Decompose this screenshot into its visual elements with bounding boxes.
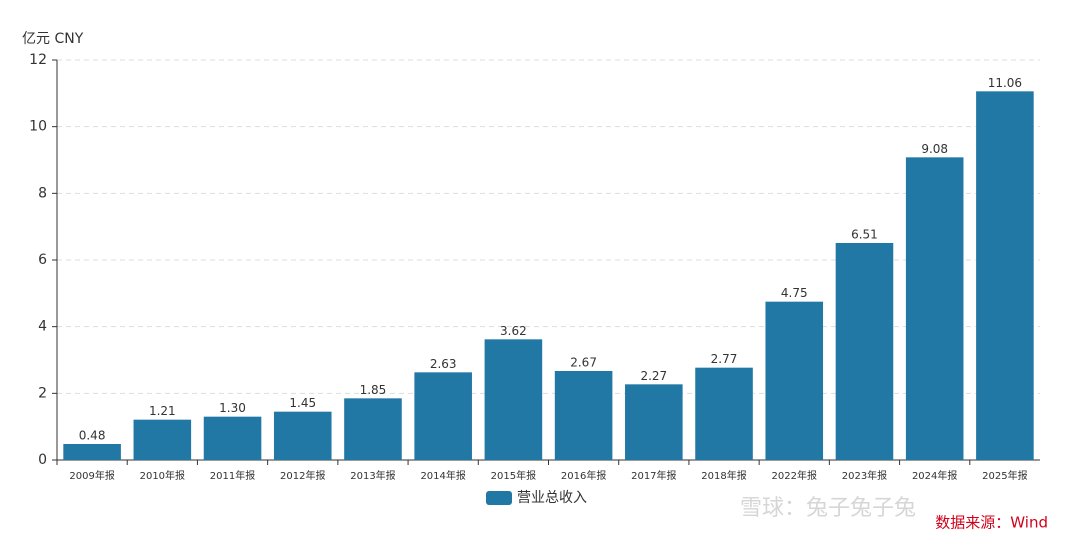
value-label: 0.48: [79, 429, 106, 443]
value-label: 9.08: [921, 142, 948, 156]
bar: [484, 339, 543, 460]
watermark: 雪球：兔子兔子兔: [740, 496, 916, 521]
value-label: 3.62: [500, 324, 527, 338]
bar: [625, 384, 683, 460]
value-label: 1.45: [289, 396, 316, 410]
value-label: 4.75: [781, 286, 808, 300]
x-tick-label: 2017年报: [631, 469, 676, 482]
bar: [63, 444, 121, 460]
bar: [835, 243, 894, 460]
value-label: 2.63: [430, 357, 457, 371]
x-tick-label: 2016年报: [561, 469, 606, 482]
x-tick-label: 2022年报: [772, 469, 817, 482]
x-tick-label: 2013年报: [350, 469, 395, 482]
bar: [414, 372, 472, 460]
x-tick-label: 2024年报: [912, 469, 957, 482]
y-tick-label: 0: [38, 452, 47, 468]
value-label: 11.06: [988, 76, 1022, 90]
x-tick-label: 2023年报: [842, 469, 887, 482]
y-tick-label: 12: [29, 52, 47, 68]
x-tick-label: 2018年报: [701, 469, 746, 482]
x-tick-label: 2011年报: [210, 469, 255, 482]
bar: [273, 411, 332, 460]
x-tick-label: 2014年报: [420, 469, 465, 482]
bar: [554, 371, 613, 460]
value-label: 1.21: [149, 404, 176, 418]
x-tick-label: 2009年报: [69, 469, 114, 482]
value-label: 1.30: [219, 401, 246, 415]
value-label: 2.27: [640, 369, 667, 383]
x-tick-label: 2015年报: [491, 469, 536, 482]
y-tick-label: 4: [38, 319, 47, 335]
value-label: 2.67: [570, 356, 597, 370]
value-label: 6.51: [851, 228, 878, 242]
y-tick-label: 8: [38, 185, 47, 201]
x-tick-label: 2010年报: [140, 469, 185, 482]
bar: [695, 367, 753, 460]
value-label: 1.85: [360, 383, 387, 397]
bar: [765, 301, 824, 460]
legend-label: 营业总收入: [517, 490, 587, 506]
y-axis-label: 亿元 CNY: [22, 31, 84, 47]
bar: [203, 416, 262, 460]
bar: [344, 398, 402, 460]
x-tick-label: 2012年报: [280, 469, 325, 482]
bar: [905, 157, 964, 461]
y-tick-label: 10: [29, 119, 47, 135]
source: 数据来源：Wind: [935, 514, 1048, 532]
x-tick-label: 2025年报: [982, 469, 1027, 482]
y-tick-label: 6: [38, 252, 47, 268]
bar: [133, 419, 192, 460]
y-tick-label: 2: [38, 385, 47, 401]
bar: [976, 91, 1034, 460]
legend-swatch: [486, 491, 512, 505]
value-label: 2.77: [711, 352, 738, 366]
